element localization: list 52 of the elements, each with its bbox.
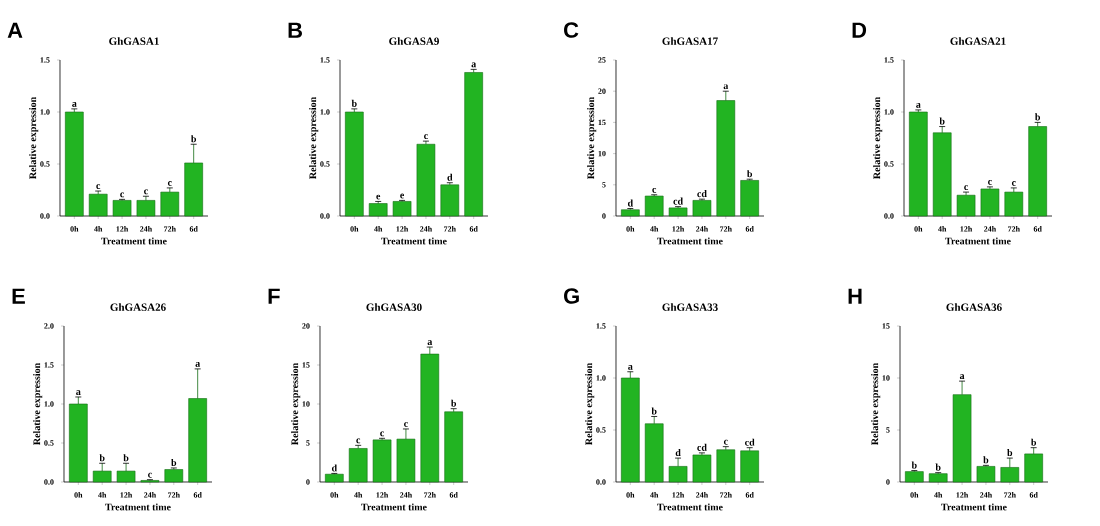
bar (1028, 126, 1047, 217)
bar (392, 201, 412, 217)
bar (905, 471, 924, 483)
bar (160, 191, 180, 217)
bar (164, 469, 184, 483)
text: B (288, 22, 302, 38)
bar (136, 200, 156, 217)
bar (716, 449, 736, 483)
bar (740, 450, 759, 483)
bar (440, 184, 460, 217)
text: H (848, 288, 862, 304)
bar (396, 438, 416, 483)
bar (980, 188, 1000, 217)
bar (692, 200, 712, 217)
text: C (564, 22, 579, 38)
bar (692, 454, 712, 483)
bar (444, 411, 463, 483)
text: A (7, 22, 23, 38)
bar (1000, 467, 1020, 483)
bar (621, 377, 640, 483)
bar (740, 180, 759, 217)
text: D (852, 22, 867, 38)
bar (88, 193, 108, 217)
bar (644, 423, 664, 483)
bar (928, 473, 948, 483)
bar (372, 439, 392, 483)
bar (621, 209, 640, 217)
text: G (564, 288, 579, 304)
bar (112, 200, 132, 217)
bar (1004, 191, 1024, 217)
bar (668, 207, 688, 217)
bar (416, 143, 436, 217)
bar (69, 403, 88, 483)
bar (956, 194, 976, 217)
bar (348, 448, 368, 483)
bar (92, 470, 112, 483)
bar (116, 470, 136, 483)
bar (668, 466, 688, 483)
bar (976, 466, 996, 483)
bar (345, 111, 364, 217)
bar (909, 111, 928, 217)
text: E (12, 288, 25, 304)
bar (644, 195, 664, 217)
bar (1024, 453, 1043, 483)
bar (325, 473, 344, 483)
bar (65, 111, 84, 217)
text: F (268, 288, 280, 304)
bar (716, 100, 736, 217)
bar (932, 132, 952, 217)
bar (420, 353, 440, 483)
bar (464, 72, 483, 217)
bar (368, 203, 388, 217)
